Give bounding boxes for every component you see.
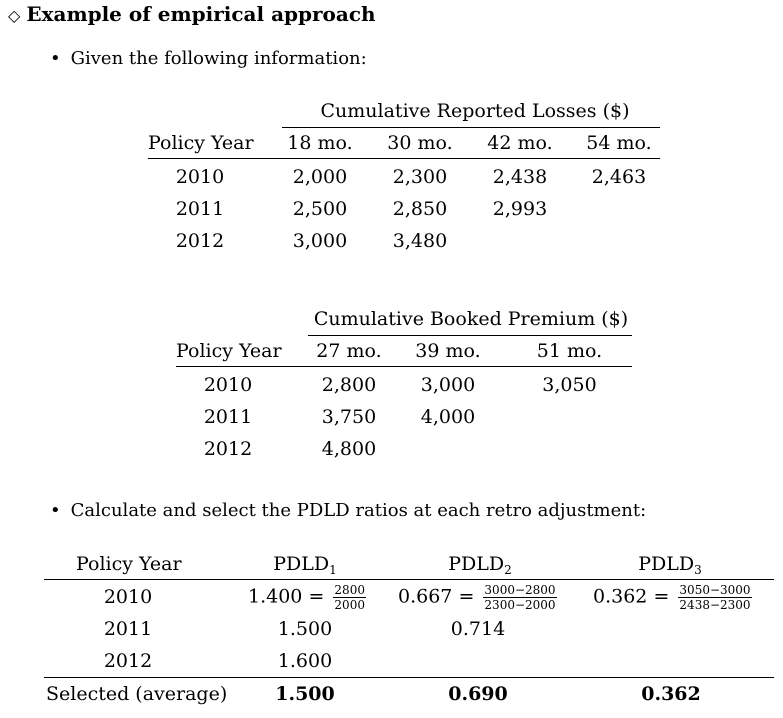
heading-text: Example of empirical approach (26, 2, 376, 26)
pdld-col-header-3: PDLD3 (638, 553, 702, 577)
pdld3-2010-cell: 0.362 = 3050−3000 2438−2300 (593, 583, 752, 612)
premium-row-header: Policy Year (176, 340, 282, 362)
losses-col-header: 42 mo. (487, 132, 553, 154)
premium-col-header: 39 mo. (415, 340, 481, 362)
premium-value-cell: 4,800 (321, 438, 377, 460)
losses-caption: Cumulative Reported Losses ($) (320, 100, 630, 122)
premium-year-cell: 2012 (203, 438, 253, 460)
premium-year-cell: 2011 (203, 406, 253, 428)
bullet-icon: • (50, 500, 61, 521)
pdld-selected-value: 0.690 (448, 683, 508, 705)
losses-value-cell: 2,500 (292, 198, 348, 220)
pdld-selected-value: 0.362 (641, 683, 701, 705)
pdld-col-header-2: PDLD2 (448, 553, 512, 577)
section-heading: ◇ Example of empirical approach (8, 2, 376, 26)
premium-value-cell: 4,000 (420, 406, 476, 428)
premium-col-header: 51 mo. (536, 340, 603, 362)
pdld-selected-value: 1.500 (275, 683, 335, 705)
losses-col-header: 18 mo. (287, 132, 353, 154)
losses-header-rule (148, 158, 660, 159)
fraction: 3050−3000 2438−2300 (678, 583, 752, 612)
pdld1-2010-cell: 1.400 = 2800 2000 (248, 583, 366, 612)
premium-value-cell: 2,800 (321, 374, 377, 396)
premium-caption: Cumulative Booked Premium ($) (313, 308, 629, 330)
pdld-selected-label: Selected (average) (46, 683, 228, 705)
losses-value-cell: 2,438 (492, 166, 548, 188)
bullet-icon: • (50, 48, 61, 69)
pdld-row-header: Policy Year (76, 553, 182, 575)
losses-value-cell: 2,000 (292, 166, 348, 188)
bullet-given: • Given the following information: (50, 48, 367, 69)
pdld-value-cell: 1.500 (277, 618, 333, 640)
pdld-col-header-1: PDLD1 (273, 553, 337, 577)
pdld-year-cell: 2010 (103, 586, 153, 608)
losses-col-header: 54 mo. (586, 132, 652, 154)
premium-value-cell: 3,750 (321, 406, 377, 428)
premium-col-header: 27 mo. (316, 340, 382, 362)
losses-value-cell: 3,480 (392, 230, 448, 252)
losses-value-cell: 2,300 (392, 166, 448, 188)
losses-year-cell: 2012 (175, 230, 225, 252)
premium-value-cell: 3,050 (542, 374, 597, 396)
pdld-year-cell: 2012 (103, 650, 153, 672)
losses-value-cell: 2,993 (492, 198, 548, 220)
premium-value-cell: 3,000 (420, 374, 476, 396)
losses-value-cell: 2,463 (591, 166, 647, 188)
losses-year-cell: 2011 (175, 198, 225, 220)
bullet-text: Given the following information: (70, 48, 367, 69)
premium-caption-rule (308, 335, 632, 336)
pdld-header-rule (44, 579, 774, 580)
premium-year-cell: 2010 (203, 374, 253, 396)
pdld-value-cell: 0.714 (450, 618, 506, 640)
losses-caption-rule (282, 127, 660, 128)
fraction: 2800 2000 (333, 583, 366, 612)
fraction: 3000−2800 2300−2000 (483, 583, 557, 612)
bullet-calculate: • Calculate and select the PDLD ratios at… (50, 500, 646, 521)
losses-value-cell: 2,850 (392, 198, 448, 220)
diamond-icon: ◇ (8, 6, 21, 25)
pdld-year-cell: 2011 (103, 618, 153, 640)
pdld-selected-rule (44, 677, 774, 678)
pdld-value-cell: 1.600 (277, 650, 333, 672)
pdld2-2010-cell: 0.667 = 3000−2800 2300−2000 (398, 583, 557, 612)
losses-row-header: Policy Year (148, 132, 254, 154)
bullet-text: Calculate and select the PDLD ratios at … (70, 500, 647, 521)
losses-year-cell: 2010 (175, 166, 225, 188)
losses-col-header: 30 mo. (387, 132, 453, 154)
losses-value-cell: 3,000 (292, 230, 348, 252)
premium-header-rule (176, 366, 632, 367)
